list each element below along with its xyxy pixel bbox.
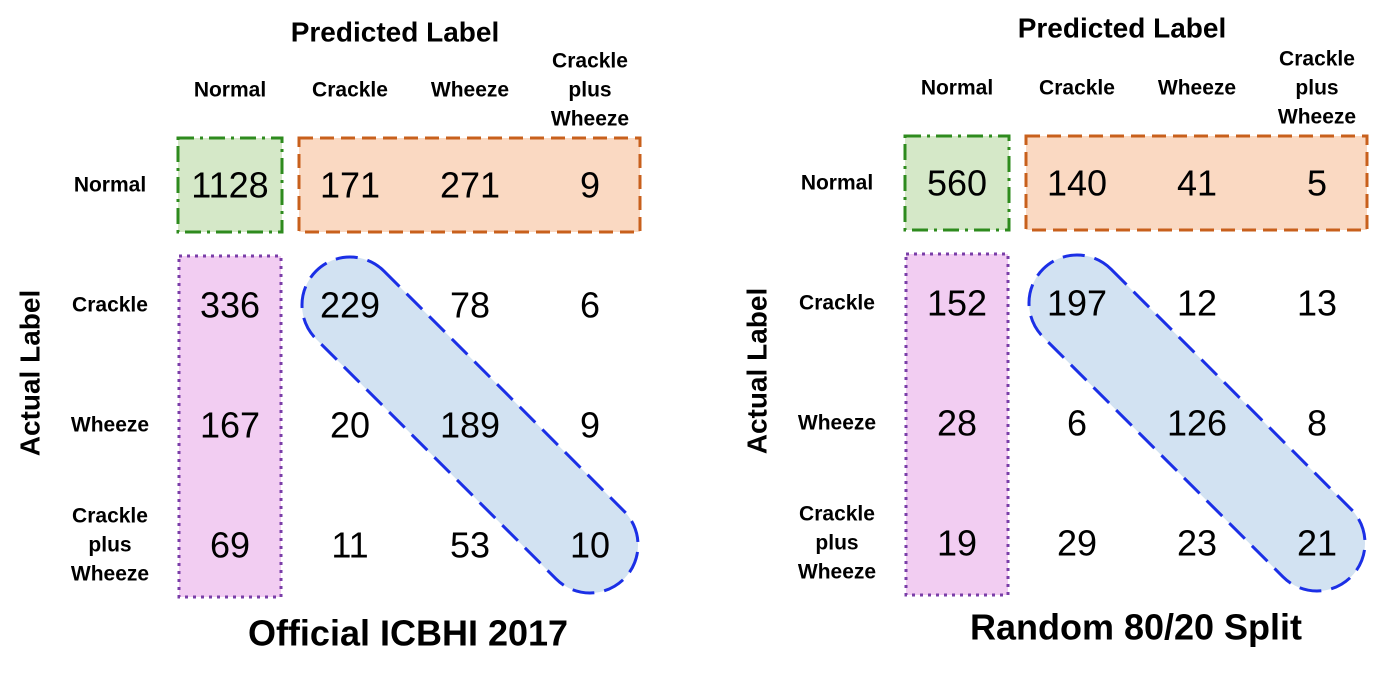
actual-label-axis-title: Actual Label <box>15 290 46 456</box>
matrix-cell-value: 78 <box>450 285 490 326</box>
column-label: Wheeze <box>1158 77 1236 100</box>
abnormal-as-normal-highlight <box>904 252 1010 597</box>
normal-misclassified-highlight <box>297 136 642 234</box>
matrix-cell-value: 9 <box>580 165 600 206</box>
matrix-cell-value: 171 <box>320 165 380 206</box>
abnormal-correct-highlight <box>300 255 640 595</box>
matrix-cell-value: 8 <box>1307 403 1327 444</box>
row-label-line: Crackle <box>72 505 148 528</box>
matrix-cell-value: 189 <box>440 405 500 446</box>
column-label-line: Wheeze <box>551 108 629 131</box>
matrix-cell-value: 560 <box>927 163 987 204</box>
matrix-cell-value: 28 <box>937 403 977 444</box>
confusion-matrix-2: Predicted Label Actual Label Normal Crackle… <box>742 13 1369 648</box>
matrix-cell-value: 1128 <box>191 165 268 206</box>
row-label: Wheeze <box>798 412 876 435</box>
matrix-cell-value: 336 <box>200 285 260 326</box>
column-label-line: Wheeze <box>1158 77 1236 100</box>
matrix-cell-value: 23 <box>1177 523 1217 564</box>
matrix-cell-value: 197 <box>1047 283 1107 324</box>
row-label: Crackle plus Wheeze <box>71 505 149 586</box>
panel-title: Random 80/20 Split <box>970 607 1302 648</box>
row-label: Crackle <box>799 292 875 315</box>
matrix-cell-value: 167 <box>200 405 260 446</box>
matrix-cell-value: 53 <box>450 525 490 566</box>
matrix-cell-value: 5 <box>1307 163 1327 204</box>
matrix-cell-value: 140 <box>1047 163 1107 204</box>
row-label: Crackle <box>72 294 148 317</box>
row-label: Wheeze <box>71 414 149 437</box>
column-label: Crackle <box>312 79 388 102</box>
matrix-cell-value: 271 <box>440 165 500 206</box>
matrix-cell-value: 10 <box>570 525 610 566</box>
true-normal-highlight <box>903 134 1011 232</box>
matrix-cell-value: 6 <box>580 285 600 326</box>
matrix-cell-value: 9 <box>580 405 600 446</box>
column-label: Crackle plus Wheeze <box>1278 48 1356 129</box>
actual-label-axis-title: Actual Label <box>742 288 773 454</box>
panel-title: Official ICBHI 2017 <box>248 613 568 654</box>
row-label: Normal <box>801 172 873 195</box>
row-label-line: Crackle <box>799 503 875 526</box>
true-normal-highlight <box>176 136 284 234</box>
abnormal-correct-highlight <box>1027 253 1367 593</box>
column-label: Crackle <box>1039 77 1115 100</box>
column-label-line: Wheeze <box>431 79 509 102</box>
confusion-matrix-1: Predicted Label Actual Label Normal Crackle… <box>15 17 642 654</box>
column-label-line: Crackle <box>1279 48 1355 71</box>
row-label-line: Crackle <box>799 292 875 315</box>
row-label-line: Wheeze <box>71 414 149 437</box>
column-label-line: Crackle <box>552 50 628 73</box>
column-label-line: Normal <box>921 77 993 100</box>
row-label-line: Wheeze <box>71 563 149 586</box>
matrix-cell-value: 152 <box>927 283 987 324</box>
row-label-line: Normal <box>74 174 146 197</box>
matrix-cell-value: 13 <box>1297 283 1337 324</box>
column-label-line: Wheeze <box>1278 106 1356 129</box>
matrix-cell-value: 229 <box>320 285 380 326</box>
matrix-cell-value: 12 <box>1177 283 1217 324</box>
column-label: Normal <box>921 77 993 100</box>
matrix-cell-value: 21 <box>1297 523 1337 564</box>
matrix-cell-value: 19 <box>937 523 977 564</box>
matrix-cell-value: 126 <box>1167 403 1227 444</box>
row-label-line: Crackle <box>72 294 148 317</box>
column-label: Wheeze <box>431 79 509 102</box>
abnormal-as-normal-highlight <box>177 254 283 599</box>
matrix-cell-value: 6 <box>1067 403 1087 444</box>
column-label-line: plus <box>568 79 611 102</box>
predicted-label-axis-title: Predicted Label <box>291 17 500 48</box>
column-label-line: plus <box>1295 77 1338 100</box>
row-label-line: plus <box>88 534 131 557</box>
row-label-line: plus <box>815 532 858 555</box>
column-label: Crackle plus Wheeze <box>551 50 629 131</box>
column-label: Normal <box>194 79 266 102</box>
matrix-cell-value: 11 <box>331 525 368 566</box>
row-label-line: Normal <box>801 172 873 195</box>
matrix-cell-value: 41 <box>1177 163 1217 204</box>
matrix-cell-value: 69 <box>210 525 250 566</box>
row-label-line: Wheeze <box>798 561 876 584</box>
normal-misclassified-highlight <box>1024 134 1369 232</box>
column-label-line: Crackle <box>312 79 388 102</box>
column-label-line: Crackle <box>1039 77 1115 100</box>
row-label: Normal <box>74 174 146 197</box>
row-label-line: Wheeze <box>798 412 876 435</box>
column-label-line: Normal <box>194 79 266 102</box>
matrix-cell-value: 29 <box>1057 523 1097 564</box>
row-label: Crackle plus Wheeze <box>798 503 876 584</box>
predicted-label-axis-title: Predicted Label <box>1018 13 1227 44</box>
matrix-cell-value: 20 <box>330 405 370 446</box>
